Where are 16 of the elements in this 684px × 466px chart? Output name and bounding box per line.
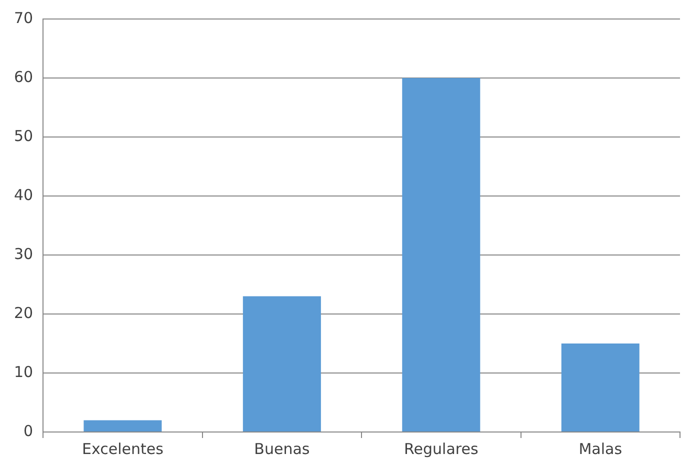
y-tick-label: 30 bbox=[14, 244, 34, 263]
y-tick-label: 50 bbox=[14, 126, 34, 145]
y-tick-label: 70 bbox=[14, 8, 34, 27]
x-tick-label: Excelentes bbox=[82, 440, 164, 458]
bar bbox=[242, 296, 321, 432]
bar bbox=[84, 420, 162, 432]
y-tick-label: 60 bbox=[14, 68, 34, 86]
y-tick-label: 10 bbox=[14, 362, 34, 381]
bar bbox=[561, 344, 640, 432]
x-tick-label: Malas bbox=[578, 440, 622, 458]
x-tick-label: Regulares bbox=[404, 440, 478, 458]
y-tick-label: 20 bbox=[14, 304, 34, 322]
y-tick-label: 40 bbox=[14, 186, 34, 204]
y-tick-label: 0 bbox=[24, 422, 34, 440]
x-tick-label: Buenas bbox=[254, 440, 310, 458]
bar bbox=[402, 78, 480, 432]
